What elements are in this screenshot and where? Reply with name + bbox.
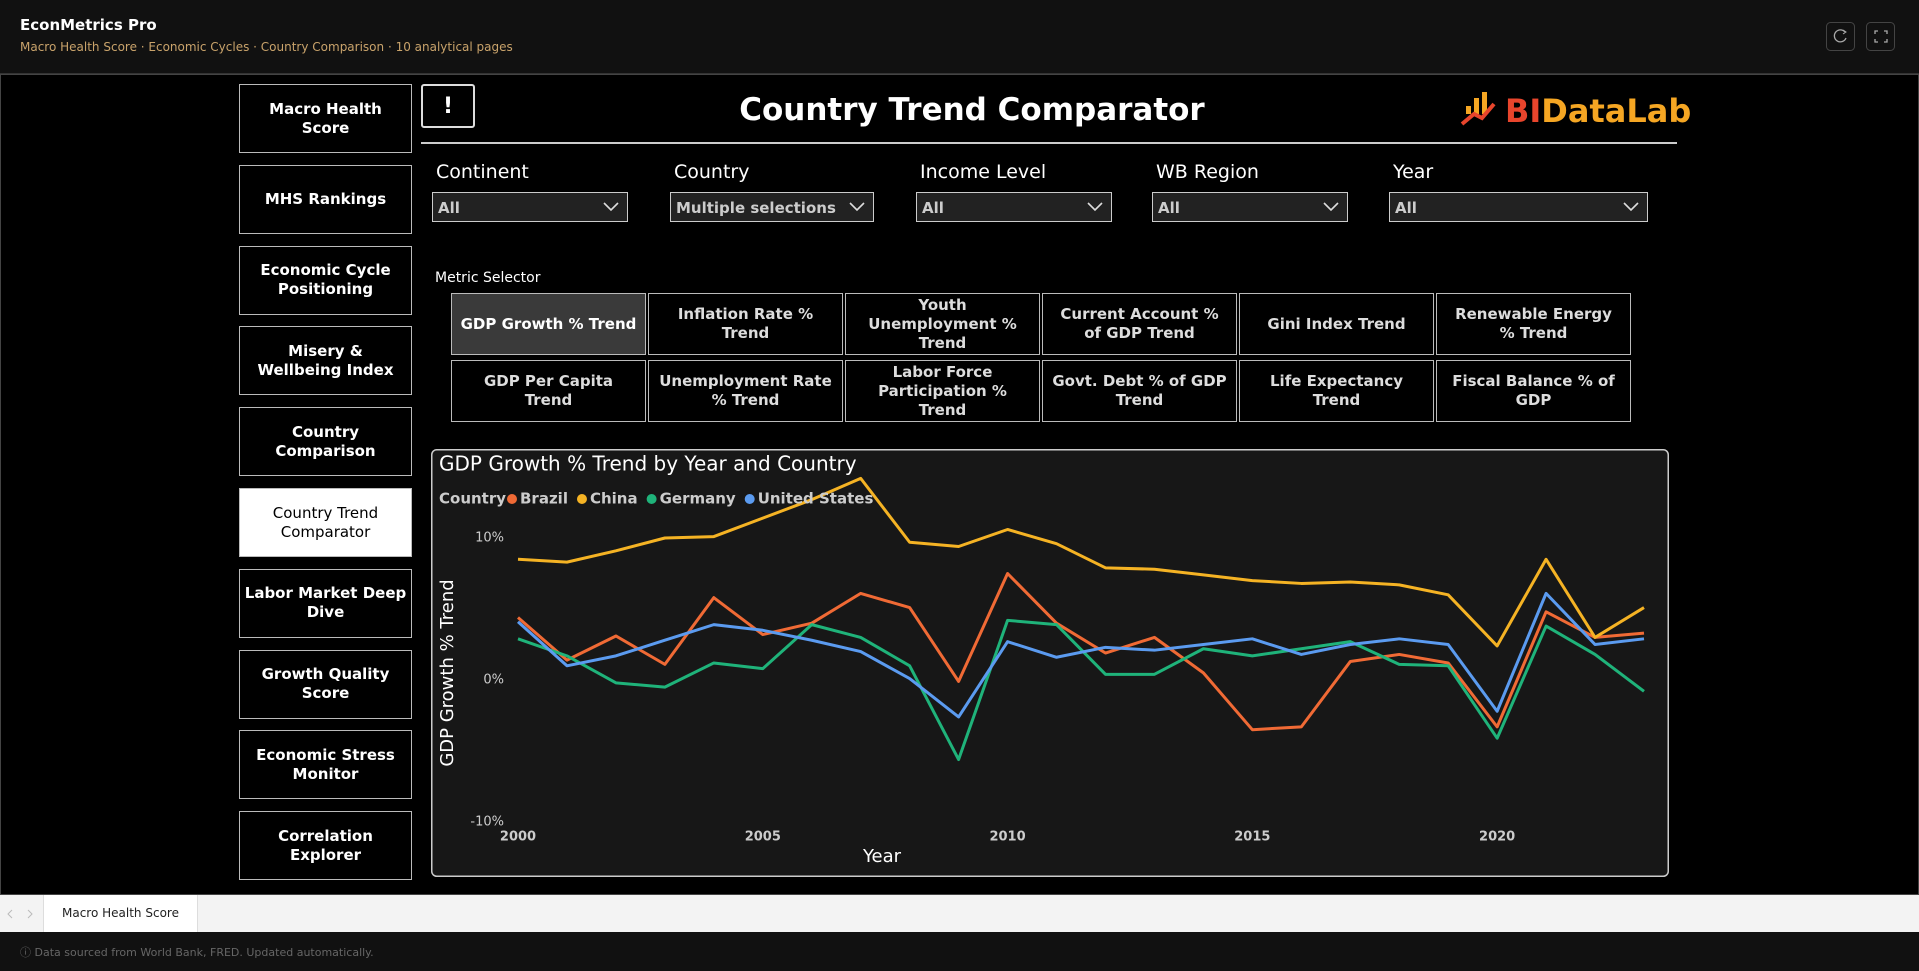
metric-button[interactable]: GDP Growth % Trend	[451, 293, 646, 355]
metric-button[interactable]: Life Expectancy Trend	[1239, 360, 1434, 422]
nav-button[interactable]: Growth Quality Score	[239, 649, 412, 719]
legend-label: United States	[758, 490, 874, 508]
filter-label: WB Region	[1156, 161, 1259, 183]
tab-scroll[interactable]	[4, 907, 36, 921]
footer-info: ⓘ Data sourced from World Bank, FRED. Up…	[20, 946, 374, 959]
y-tick-label: 0%	[483, 673, 504, 688]
chevron	[1087, 202, 1103, 212]
series-line	[517, 476, 1645, 648]
metric-button[interactable]: Renewable Energy % Trend	[1436, 293, 1631, 355]
filter-dropdown[interactable]: All	[1389, 192, 1648, 222]
nav-button[interactable]: Misery & Wellbeing Index	[239, 326, 412, 396]
legend-marker	[744, 494, 755, 504]
chevron	[1323, 202, 1339, 212]
metric-button[interactable]: Gini Index Trend	[1239, 293, 1434, 355]
metric-button[interactable]: GDP Per Capita Trend	[451, 360, 646, 422]
filter-value: All	[1395, 199, 1417, 217]
top-bar: EconMetrics Pro Macro Health Score · Eco…	[0, 0, 1919, 74]
nav-button[interactable]: Labor Market Deep Dive	[239, 568, 412, 638]
filter-label: Income Level	[920, 161, 1047, 183]
logo-bi: BI	[1505, 92, 1542, 130]
legend-marker	[576, 494, 587, 504]
x-tick-label: 2010	[989, 830, 1025, 845]
filter-dropdown[interactable]: Multiple selections	[670, 192, 874, 222]
nav-button[interactable]: MHS Rankings	[239, 164, 412, 234]
metric-button[interactable]: Inflation Rate % Trend	[648, 293, 843, 355]
page-title: Country Trend Comparator	[739, 92, 1205, 128]
x-tick-label: 2015	[1234, 830, 1270, 845]
app-title: EconMetrics Pro	[20, 16, 157, 34]
logo-text: DataLab	[1541, 92, 1692, 130]
logo: BIDataLab	[1505, 92, 1691, 130]
legend-marker	[507, 494, 517, 504]
nav-button[interactable]: Economic Stress Monitor	[239, 730, 412, 800]
x-tick-label: 2020	[1479, 830, 1515, 845]
filter-value: All	[438, 199, 460, 217]
metric-button[interactable]: Fiscal Balance % of GDP	[1436, 360, 1631, 422]
chevron	[603, 202, 619, 212]
filter-dropdown[interactable]: All	[432, 192, 628, 222]
chevron	[1623, 202, 1639, 212]
metric-button[interactable]: Current Account % of GDP Trend	[1042, 293, 1237, 355]
filter-label: Country	[674, 161, 750, 183]
logo-icon	[1460, 92, 1496, 126]
alert-button[interactable]: !	[421, 84, 475, 128]
chart-title: GDP Growth % Trend by Year and Country	[439, 452, 857, 476]
metric-button[interactable]: Unemployment Rate % Trend	[648, 360, 843, 422]
filter-label: Year	[1393, 161, 1434, 183]
metric-selector-label: Metric Selector	[435, 270, 541, 286]
nav-button[interactable]: Country Trend Comparator	[239, 488, 412, 557]
title-underline	[421, 142, 1677, 144]
x-tick-label: 2005	[745, 830, 781, 845]
legend-marker	[646, 494, 657, 504]
tab-bar: Macro Health Score	[0, 895, 1919, 932]
y-axis-label: GDP Growth % Trend	[437, 579, 458, 766]
filter-dropdown[interactable]: All	[1152, 192, 1348, 222]
filter-value: All	[922, 199, 944, 217]
legend-title: Country	[439, 490, 506, 508]
filter-value: All	[1158, 199, 1180, 217]
footer: ⓘ Data sourced from World Bank, FRED. Up…	[0, 932, 1919, 971]
app-subtitle: Macro Health Score · Economic Cycles · C…	[20, 40, 513, 54]
nav-button[interactable]: Country Comparison	[239, 407, 412, 477]
legend-label: Germany	[660, 490, 736, 508]
filter-value: Multiple selections	[676, 199, 836, 217]
window-controls[interactable]	[1826, 22, 1906, 52]
legend-label: China	[590, 490, 638, 508]
page-tab[interactable]: Macro Health Score	[43, 895, 198, 932]
chart: GDP Growth % Trend by Year and Country C…	[431, 449, 1669, 877]
filter-label: Continent	[436, 161, 529, 183]
filter-dropdown[interactable]: All	[916, 192, 1112, 222]
y-tick-label: -10%	[470, 815, 504, 830]
y-tick-label: 10%	[475, 531, 504, 546]
series-line	[517, 572, 1645, 732]
nav-button[interactable]: Correlation Explorer	[239, 811, 412, 881]
metric-button[interactable]: Youth Unemployment % Trend	[845, 293, 1040, 355]
x-tick-label: 2000	[500, 830, 536, 845]
metric-button[interactable]: Labor Force Participation % Trend	[845, 360, 1040, 422]
nav-button[interactable]: Macro Health Score	[239, 84, 412, 153]
series-line	[516, 591, 1645, 719]
metric-button[interactable]: Govt. Debt % of GDP Trend	[1042, 360, 1237, 422]
chevron	[849, 202, 865, 212]
series-line	[517, 618, 1645, 762]
legend-label: Brazil	[520, 490, 568, 508]
nav-button[interactable]: Economic Cycle Positioning	[239, 245, 412, 315]
x-axis-label: Year	[862, 846, 902, 867]
chart-frame	[431, 449, 1669, 877]
